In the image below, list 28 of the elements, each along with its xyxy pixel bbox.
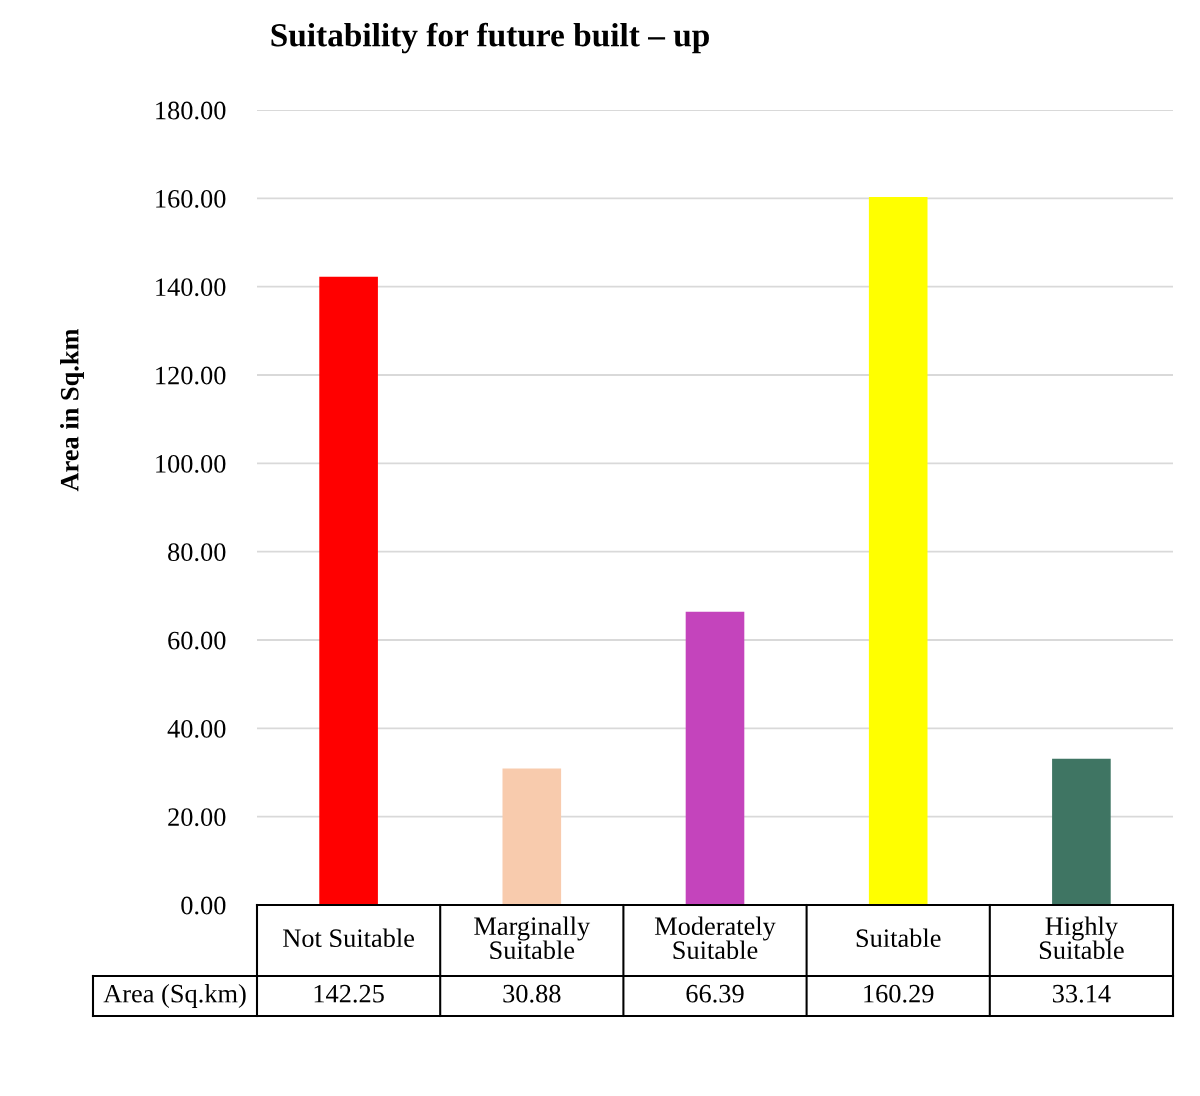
x-tick-label: Marginally Suitable (474, 916, 591, 960)
bar (685, 611, 745, 905)
data-label: 142.25 (314, 984, 384, 1003)
x-tick-label: Not Suitable (283, 928, 415, 948)
data-label: 33.14 (1052, 984, 1111, 1003)
bar (319, 276, 378, 905)
y-tick-label: 140.00 (156, 278, 226, 297)
y-tick-label: 60.00 (168, 631, 226, 650)
y-tick-label: 160.00 (156, 189, 226, 208)
bar (502, 768, 562, 905)
chart-title: Suitability for future built – up (271, 22, 709, 54)
x-tick-label: Highly Suitable (1039, 916, 1124, 960)
y-axis-title: Area in Sq.km (60, 328, 84, 492)
y-tick-label: 80.00 (168, 543, 226, 562)
bar (868, 197, 928, 905)
y-tick-label: 20.00 (168, 808, 226, 827)
data-label: 66.39 (686, 984, 744, 1003)
y-tick-label: 180.00 (156, 101, 226, 120)
x-tick-label: Moderately Suitable (654, 916, 776, 960)
y-tick-label: 0.00 (181, 896, 226, 915)
data-label: 160.29 (864, 984, 934, 1003)
y-tick-label: 100.00 (156, 454, 226, 473)
data-label: 30.88 (503, 984, 561, 1003)
x-tick-label: Suitable (856, 928, 941, 948)
text: Area (Sq.km) (103, 984, 246, 1008)
y-tick-label: 120.00 (156, 366, 226, 385)
bar (1052, 758, 1111, 905)
y-tick-label: 40.00 (167, 719, 226, 738)
